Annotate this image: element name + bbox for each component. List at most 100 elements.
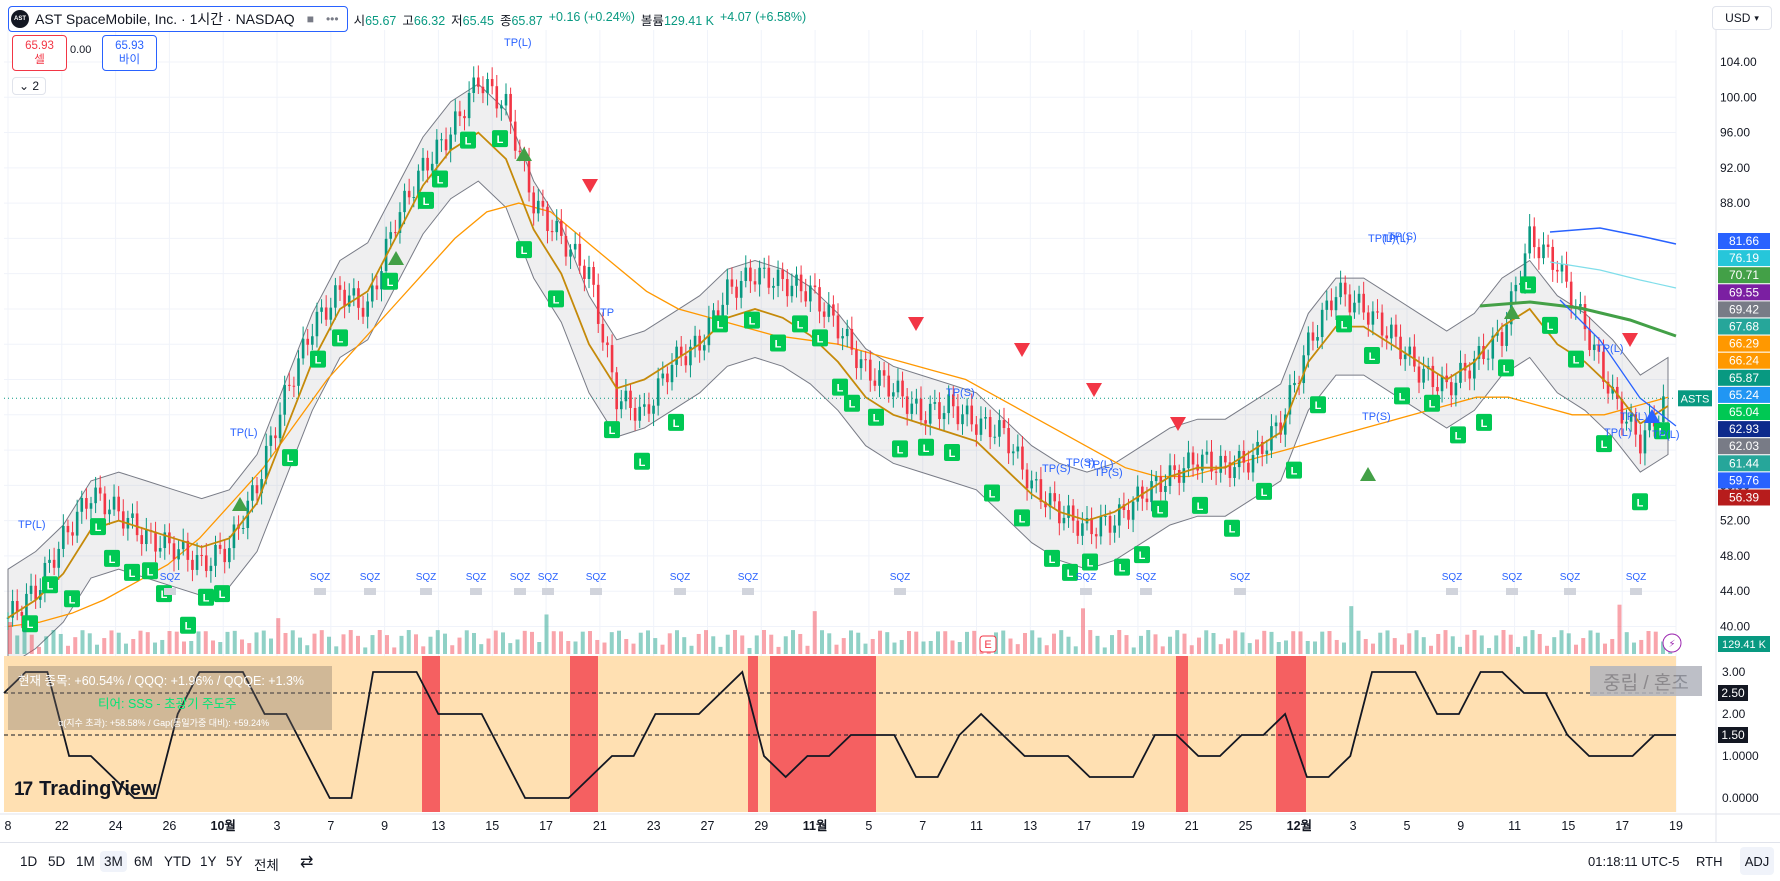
range-button[interactable]: 1M: [76, 854, 95, 869]
ohlc-value: +0.16 (+0.24%): [548, 9, 635, 24]
range-button[interactable]: YTD: [164, 854, 191, 869]
l-badge: [1498, 359, 1514, 377]
more-button[interactable]: •••: [325, 12, 339, 26]
candle-body: [1542, 244, 1545, 259]
volume-bar: [51, 630, 56, 654]
sell-signal-triangle: [908, 317, 924, 331]
l-badge: [1224, 519, 1240, 537]
indicator-collapse-toggle[interactable]: ⌄ 2: [12, 77, 47, 95]
candle-body: [214, 544, 217, 566]
square-icon[interactable]: ■: [306, 12, 314, 26]
l-badge: [64, 590, 80, 608]
spread-value: 0.00: [70, 44, 92, 56]
range-button[interactable]: 3M: [100, 851, 127, 872]
l-badge: [432, 170, 448, 188]
time-tick-label: 17: [1077, 819, 1091, 833]
volume-bar: [943, 631, 948, 654]
candle-body: [20, 611, 24, 616]
volume-bar: [1661, 641, 1665, 654]
volume-bar: [798, 633, 803, 654]
sell-button[interactable]: 65.93 셀: [12, 35, 67, 71]
candle-body: [569, 249, 572, 257]
adjustment-toggle[interactable]: ADJ: [1740, 847, 1774, 875]
l-badge: [1364, 346, 1380, 364]
clock-display[interactable]: 01:18:11 UTC-5: [1588, 854, 1680, 869]
candle-body: [352, 288, 356, 296]
candle-body: [536, 200, 540, 214]
volume-bar: [1646, 631, 1651, 654]
candle-body: [633, 407, 637, 421]
volume-bar: [102, 638, 107, 654]
volume-bar: [1073, 646, 1078, 654]
volume-bar: [479, 644, 484, 654]
candle-body: [1067, 505, 1070, 518]
price-label-value: 56.39: [1729, 491, 1759, 505]
symbol-selector[interactable]: AST AST SpaceMobile, Inc. · 1시간 · NASDAQ…: [8, 6, 348, 32]
calendar-icon[interactable]: ⇄: [300, 854, 314, 871]
candle-body: [251, 485, 254, 501]
candle-body: [486, 79, 489, 94]
range-button[interactable]: 5D: [48, 854, 66, 869]
buy-signal-triangle: [1644, 409, 1660, 423]
tradingview-logo[interactable]: 17 TradingView: [14, 778, 157, 801]
volume-bar: [145, 632, 150, 654]
symbol-tag-label: ASTS: [1681, 393, 1710, 405]
l-badge-label: L: [553, 294, 560, 306]
l-badge-label: L: [609, 425, 616, 437]
l-badge-label: L: [1119, 563, 1126, 575]
candle-body: [1468, 370, 1472, 379]
price-label-bg: [1718, 421, 1770, 438]
volume-bar: [711, 636, 716, 654]
volume-bar: [544, 614, 549, 654]
price-label-value: 70.71: [1729, 268, 1759, 282]
candle-body: [956, 406, 960, 425]
volume-bar: [377, 630, 382, 654]
time-tick-label: 8: [5, 819, 12, 833]
l-badge-label: L: [387, 277, 394, 289]
volume-bar: [834, 644, 839, 654]
l-badge-label: L: [1139, 550, 1146, 562]
volume-bar: [849, 630, 853, 654]
l-badge: [1596, 435, 1612, 453]
volume-bar: [254, 632, 259, 654]
l-badge: [1520, 276, 1536, 294]
squeeze-marker: SQZ: [890, 572, 911, 583]
sell-signal-triangle: [582, 179, 598, 193]
candle-body: [71, 532, 74, 536]
volume-bar: [22, 630, 27, 654]
volume-bar: [1465, 634, 1470, 654]
range-button[interactable]: 5Y: [226, 854, 243, 869]
candle-body: [1357, 293, 1361, 303]
range-button[interactable]: 6M: [134, 854, 153, 869]
candle-body: [1408, 346, 1412, 355]
l-badge-label: L: [47, 580, 54, 592]
candle-body: [1583, 303, 1587, 330]
volume-bar: [1226, 638, 1230, 654]
candle-body: [1320, 309, 1324, 338]
buy-button[interactable]: 65.93 바이: [102, 35, 157, 71]
l-badge-label: L: [1019, 513, 1026, 525]
volume-bar: [878, 630, 882, 654]
volume-bar: [754, 635, 759, 654]
price-axis: 104.00100.0096.0092.0088.0084.0080.0076.…: [1678, 30, 1770, 842]
volume-bar: [1233, 630, 1238, 654]
candle-body: [48, 559, 51, 563]
candle-body: [684, 356, 688, 366]
candle-body: [1154, 476, 1158, 482]
candle-body: [274, 435, 277, 439]
candle-body: [186, 540, 190, 560]
l-badge-label: L: [717, 319, 724, 331]
volume-bar: [1508, 634, 1513, 654]
squeeze-dot: [590, 588, 602, 595]
session-toggle[interactable]: RTH: [1696, 854, 1723, 869]
time-tick-label: 24: [109, 819, 123, 833]
range-button[interactable]: 1D: [20, 854, 38, 869]
range-button[interactable]: 전체: [254, 858, 279, 873]
l-badge: [668, 413, 684, 431]
range-button[interactable]: 1Y: [200, 854, 217, 869]
volume-bar: [870, 638, 875, 654]
l-badge: [104, 549, 120, 567]
currency-selector[interactable]: USD ▾: [1712, 6, 1772, 30]
l-badge-label: L: [1503, 363, 1510, 375]
